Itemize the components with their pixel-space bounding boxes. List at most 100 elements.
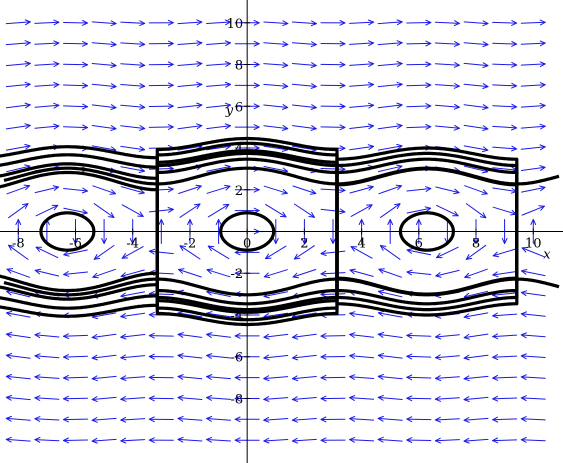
field-arrow [349,40,375,47]
field-arrow [263,333,289,340]
field-arrow [91,104,117,110]
field-arrow [5,395,31,401]
field-arrow [34,437,60,443]
field-arrow [291,62,317,68]
field-arrow [34,395,60,401]
field-arrow [320,40,346,47]
field-arrow [35,204,59,217]
field-arrow [406,395,432,402]
field-arrow [291,20,317,27]
field-arrow [206,61,231,67]
trajectory-open [3,277,560,297]
field-arrow [492,416,518,423]
field-arrow [377,436,403,443]
field-arrow [320,61,346,68]
field-arrow [406,437,432,443]
field-arrow [406,206,432,214]
field-arrow [520,437,546,443]
field-arrow [120,166,145,173]
trajectory-closed [155,136,339,327]
field-arrow [34,353,60,360]
field-arrow [63,437,88,444]
field-arrow [463,145,489,153]
field-arrow [63,40,88,47]
x-tick-label: -6 [69,237,82,252]
field-arrow [265,245,287,260]
field-arrow [206,374,231,380]
field-arrow [148,40,174,47]
field-arrow [349,123,374,130]
x-tick-label: 6 [415,237,423,252]
field-arrow [292,104,317,110]
field-arrow [520,61,546,68]
field-arrow [349,19,375,26]
field-arrow [34,40,60,47]
field-arrow [148,248,174,255]
field-arrow [177,123,203,130]
field-arrow [63,61,88,68]
field-arrow [178,184,202,194]
field-arrow [91,125,117,131]
field-arrow [378,164,403,173]
field-arrow [148,103,174,109]
field-arrow [292,125,317,131]
field-arrow [377,353,403,359]
field-arrow [8,244,29,260]
field-arrow [148,19,174,26]
field-arrow [120,375,146,381]
field-arrow [320,416,346,423]
field-arrow [206,102,231,109]
field-arrow [34,19,60,26]
field-arrow [406,269,432,276]
field-arrow [206,395,231,401]
field-arrow [148,395,174,402]
field-arrow [91,396,117,402]
field-arrow [207,245,230,260]
field-arrow [521,185,546,193]
field-arrow [492,124,518,131]
field-arrow [120,83,146,89]
field-arrow [120,186,145,195]
field-arrow [320,20,346,26]
field-arrow [349,144,374,151]
field-arrow [120,125,146,131]
field-arrow [63,187,88,194]
field-arrow [206,268,231,278]
field-arrow [263,269,288,279]
field-arrow [120,41,146,47]
field-arrow [377,61,403,67]
field-arrow [520,144,546,151]
field-arrow [120,437,146,444]
field-arrow [521,247,545,258]
field-arrow [434,62,460,68]
field-arrow [5,123,31,130]
field-arrow [292,333,317,340]
field-arrow [406,82,432,89]
field-arrow [377,123,403,130]
field-arrow [6,143,31,151]
field-arrow [148,437,174,443]
field-arrow [435,269,460,278]
field-arrow [492,375,518,381]
field-arrow [463,437,489,444]
y-tick-label: -8 [230,392,243,407]
y-tick-label: 2 [235,184,243,199]
field-arrow [465,203,487,219]
field-arrow [463,417,489,423]
field-arrow [120,416,146,423]
field-arrow [34,416,60,422]
field-arrow [492,312,518,319]
field-arrow [263,416,289,423]
field-arrow [177,415,203,422]
field-arrow [377,310,403,318]
field-arrow [520,19,546,26]
field-arrow [435,333,460,340]
field-arrow [5,102,31,109]
field-arrow [406,124,432,130]
field-arrow [263,354,289,361]
field-arrow [349,374,375,380]
x-tick-label: -8 [12,237,25,252]
field-arrow [91,41,117,48]
field-arrow [349,395,375,401]
field-arrow [520,290,546,297]
